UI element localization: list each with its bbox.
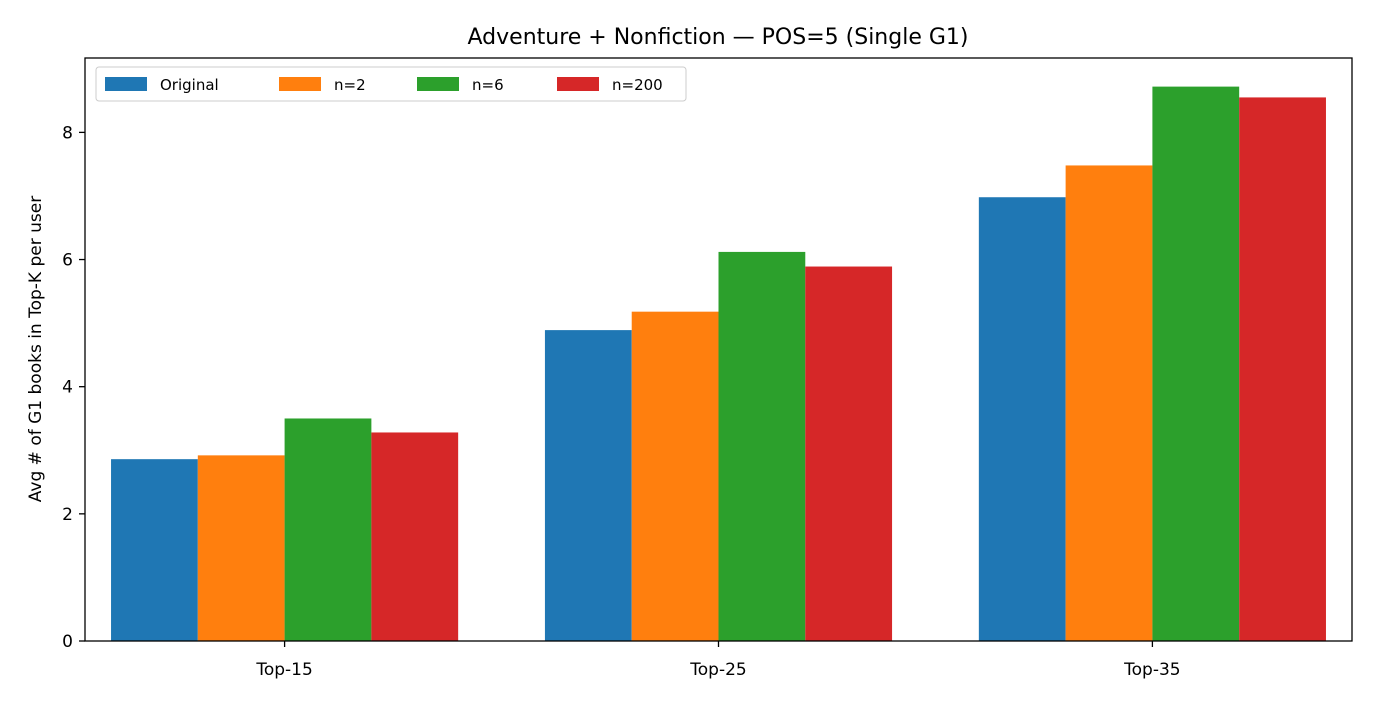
legend-swatch-n=6 — [417, 77, 459, 91]
bar-n=200-Top-15 — [371, 432, 459, 641]
y-tick-label: 6 — [62, 251, 73, 271]
x-axis: Top-15 Top-25 Top-35 — [255, 641, 1181, 680]
legend: Original n=2 n=6 n=200 — [95, 66, 687, 102]
x-tick-label: Top-35 — [1123, 660, 1180, 680]
bars-group — [111, 86, 1326, 641]
bar-Original-Top-15 — [111, 459, 198, 641]
bar-Original-Top-35 — [978, 197, 1066, 641]
y-axis-label: Avg # of G1 books in Top-K per user — [26, 196, 46, 502]
legend-label-n=6: n=6 — [472, 76, 504, 94]
legend-swatch-n=2 — [279, 77, 321, 91]
bar-Original-Top-25 — [544, 330, 632, 641]
bar-n=200-Top-25 — [805, 266, 893, 641]
legend-swatch-n=200 — [557, 77, 599, 91]
legend-box — [95, 66, 687, 102]
bar-n=6-Top-25 — [718, 251, 806, 641]
x-tick-label: Top-15 — [255, 660, 312, 680]
bar-n=2-Top-35 — [1065, 165, 1153, 641]
x-tick-label: Top-25 — [689, 660, 746, 680]
bar-n=2-Top-15 — [197, 455, 285, 641]
legend-swatch-Original — [105, 77, 147, 91]
bar-n=6-Top-15 — [284, 418, 372, 641]
y-axis: 0 2 4 6 8 — [62, 123, 85, 652]
legend-label-Original: Original — [160, 76, 219, 94]
y-tick-label: 4 — [62, 378, 73, 398]
y-tick-label: 0 — [62, 632, 73, 652]
y-tick-label: 2 — [62, 505, 73, 525]
chart-title: Adventure + Nonfiction — POS=5 (Single G… — [468, 25, 969, 50]
y-tick-label: 8 — [62, 123, 73, 143]
legend-label-n=2: n=2 — [334, 76, 366, 94]
bar-n=2-Top-25 — [631, 311, 719, 641]
bar-n=6-Top-35 — [1152, 86, 1240, 641]
bar-n=200-Top-35 — [1239, 97, 1326, 641]
legend-label-n=200: n=200 — [612, 76, 663, 94]
